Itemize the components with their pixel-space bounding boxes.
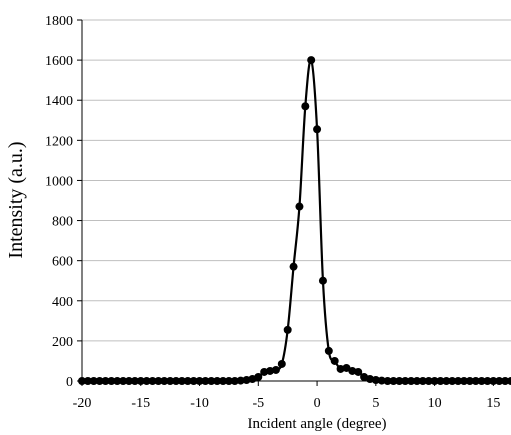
data-point	[324, 346, 333, 355]
data-point	[318, 276, 327, 285]
data-point	[224, 377, 233, 385]
data-point	[407, 377, 416, 385]
data-point	[471, 377, 480, 385]
data-point	[307, 56, 316, 65]
x-tick-label: -20	[73, 396, 92, 411]
data-point	[277, 359, 286, 368]
x-tick-label: -5	[252, 396, 264, 411]
y-axis-title: Intensity (a.u.)	[5, 141, 27, 258]
data-point	[389, 377, 398, 385]
data-point	[172, 377, 181, 385]
data-point	[295, 202, 304, 211]
x-tick-label: 15	[486, 396, 500, 411]
x-tick-label: -10	[190, 396, 209, 411]
data-point	[377, 376, 386, 385]
data-point	[289, 262, 298, 271]
y-tick-label: 0	[66, 375, 73, 390]
data-point	[330, 356, 339, 365]
data-point	[371, 376, 380, 384]
data-point	[436, 377, 445, 385]
y-tick-label: 1800	[45, 14, 73, 29]
data-point	[495, 377, 504, 385]
data-point	[113, 377, 122, 385]
x-tick-label: -15	[131, 396, 150, 411]
data-point	[230, 377, 239, 385]
data-point	[101, 377, 110, 385]
data-points	[78, 56, 511, 385]
data-point	[448, 377, 457, 385]
data-point	[107, 377, 116, 385]
data-point	[119, 377, 128, 385]
data-point	[395, 377, 404, 385]
x-tick-label: 10	[428, 396, 442, 411]
data-point	[507, 377, 511, 385]
data-point	[195, 377, 204, 385]
data-point	[183, 377, 192, 385]
x-axis-title: Incident angle (degree)	[247, 416, 386, 432]
data-point	[160, 377, 169, 385]
data-point	[89, 377, 98, 385]
data-point	[501, 377, 510, 385]
data-point	[266, 366, 275, 375]
data-point	[177, 377, 186, 385]
y-tick-label: 200	[52, 335, 73, 350]
data-point	[78, 377, 86, 385]
data-point	[236, 376, 245, 385]
data-point	[454, 377, 463, 385]
x-tick-label: 5	[372, 396, 379, 411]
data-point	[401, 377, 410, 385]
x-tick-labels: -20 -15 -10 -5 0 5 10 15	[73, 396, 501, 411]
data-point	[142, 377, 151, 385]
data-point	[136, 377, 145, 385]
data-point	[348, 366, 357, 375]
x-tick-label: 0	[314, 396, 321, 411]
axes	[81, 20, 511, 382]
data-point	[95, 377, 104, 385]
data-point	[465, 377, 474, 385]
data-point	[271, 365, 280, 374]
y-tick-label: 1400	[45, 94, 73, 109]
data-point	[424, 377, 433, 385]
data-point	[189, 377, 198, 385]
data-point	[418, 377, 427, 385]
data-point	[412, 377, 421, 385]
y-tick-label: 1000	[45, 174, 73, 189]
data-point	[283, 325, 292, 334]
data-point	[213, 377, 222, 385]
y-tick-label: 400	[52, 295, 73, 310]
data-point	[207, 377, 216, 385]
data-point	[442, 377, 451, 385]
data-point	[365, 374, 374, 383]
data-point	[166, 377, 175, 385]
y-tick-label: 800	[52, 215, 73, 230]
y-tick-label: 600	[52, 255, 73, 270]
data-point	[301, 102, 310, 111]
data-point	[254, 372, 263, 381]
grid-lines	[77, 19, 511, 386]
data-point	[489, 377, 498, 385]
data-point	[219, 377, 228, 385]
data-point	[483, 377, 492, 385]
data-point	[477, 377, 486, 385]
data-point	[148, 377, 157, 385]
data-point	[125, 377, 134, 385]
data-point	[154, 377, 163, 385]
data-point	[430, 377, 439, 385]
data-point	[459, 377, 468, 385]
data-point	[383, 377, 392, 385]
data-point	[130, 377, 139, 385]
data-point	[83, 377, 92, 385]
y-tick-labels: 0 200 400 600 800 1000 1200 1400 1600 1800	[45, 14, 73, 390]
data-point	[313, 125, 322, 134]
data-point	[342, 363, 351, 372]
y-tick-label: 1600	[45, 54, 73, 69]
data-point	[201, 377, 210, 385]
y-tick-label: 1200	[45, 134, 73, 149]
data-point	[354, 367, 363, 376]
